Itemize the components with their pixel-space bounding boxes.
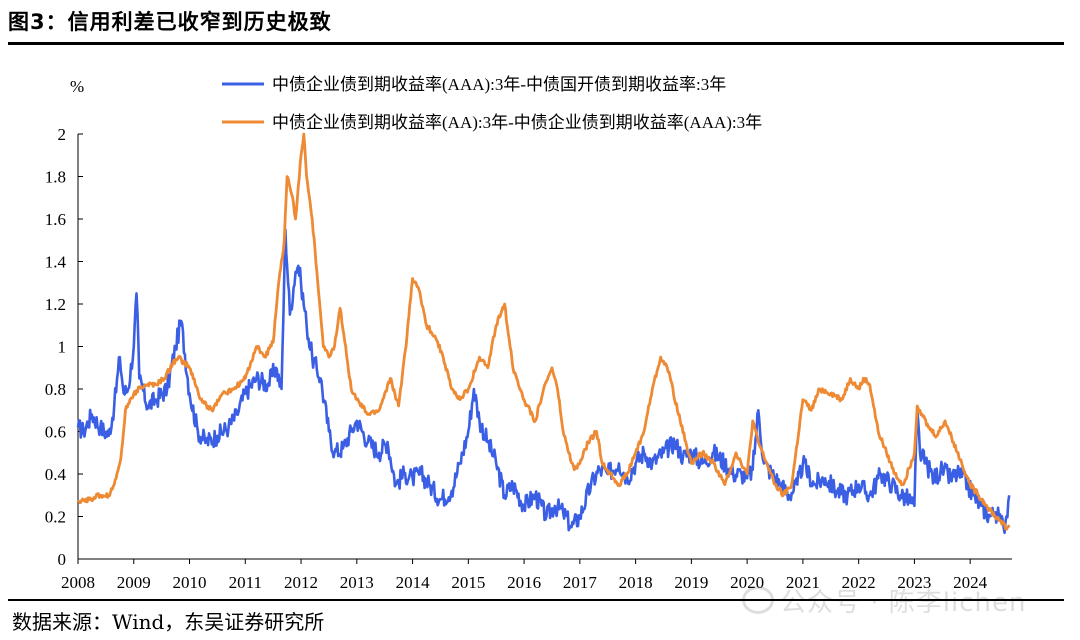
legend-label-aaa-spread: 中债企业债到期收益率(AAA):3年-中债国开债到期收益率:3年 xyxy=(272,75,726,94)
x-tick-label: 2014 xyxy=(396,573,431,592)
y-tick-label: 0.8 xyxy=(45,380,66,399)
series-line-1 xyxy=(76,228,1011,535)
legend-label-aa-spread: 中债企业债到期收益率(AA):3年-中债企业债到期收益率(AAA):3年 xyxy=(272,113,762,132)
line-chart: % 00.20.40.60.811.21.41.61.82 2008 2009 20… xyxy=(45,75,1012,592)
x-tick-label: 2019 xyxy=(674,573,708,592)
y-tick-label: 0.2 xyxy=(45,508,66,527)
y-tick-label: 0.6 xyxy=(45,423,66,442)
x-tick-label: 2017 xyxy=(563,573,598,592)
figure-title: 图3：信用利差已收窄到历史极致 xyxy=(8,10,332,34)
x-tick-label: 2024 xyxy=(953,573,988,592)
x-tick-label: 2010 xyxy=(173,573,207,592)
x-tick-label: 2008 xyxy=(61,573,95,592)
watermark: 公众号 · 陈李lichen xyxy=(742,582,1027,619)
legend: 中债企业债到期收益率(AAA):3年-中债国开债到期收益率:3年 中债企业债到期… xyxy=(222,75,762,132)
y-tick-label: 0 xyxy=(58,550,67,569)
y-tick-label: 1.6 xyxy=(45,210,66,229)
x-tick-label: 2021 xyxy=(786,573,820,592)
y-tick-label: 2 xyxy=(58,125,67,144)
data-source: 数据来源：Wind，东吴证券研究所 xyxy=(12,610,325,634)
x-tick-label: 2011 xyxy=(229,573,262,592)
x-tick-label: 2015 xyxy=(451,573,485,592)
source-rule xyxy=(8,599,1064,601)
y-tick-label: 0.4 xyxy=(45,465,67,484)
y-tick-label: 1.4 xyxy=(45,253,67,272)
y-axis-ticks: 0 0.2 0.4 0.6 0.8 1 1.2 1.4 1.6 1.8 2 xyxy=(45,125,83,569)
x-tick-label: 2009 xyxy=(117,573,151,592)
x-tick-label: 2023 xyxy=(897,573,931,592)
series-line-2 xyxy=(77,132,1011,531)
series-layer xyxy=(76,132,1011,535)
x-tick-label: 2022 xyxy=(842,573,876,592)
y-tick-label: 1.2 xyxy=(45,295,66,314)
x-tick-label: 2012 xyxy=(284,573,318,592)
wechat-icon xyxy=(742,586,774,614)
watermark-text: 公众号 · 陈李lichen xyxy=(780,588,1027,618)
y-tick-label: 1 xyxy=(58,338,67,357)
y-axis-unit-label: % xyxy=(70,77,84,96)
x-axis-ticks: 2008 2009 2010 2011 2012 2013 2014 2015 2016 2017… xyxy=(61,559,988,592)
title-rule xyxy=(8,42,1064,45)
x-tick-label: 2018 xyxy=(619,573,653,592)
x-tick-label: 2013 xyxy=(340,573,374,592)
x-tick-label: 2016 xyxy=(507,573,541,592)
y-tick-label: 1.8 xyxy=(45,168,66,187)
